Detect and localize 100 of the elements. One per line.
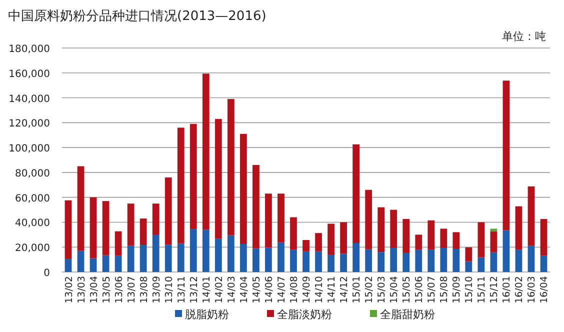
x-tick-label: 13/09	[151, 276, 162, 304]
bar	[415, 234, 422, 250]
x-tick-label: 14/07	[276, 276, 288, 304]
x-tick-label: 15/05	[402, 276, 413, 304]
bar	[140, 218, 147, 245]
x-tick-label: 14/03	[226, 276, 238, 304]
bar	[127, 204, 134, 246]
bar	[90, 258, 97, 272]
title: 中国原料奶粉分品种进口情况(2013—2016)	[8, 9, 266, 24]
legend-item: 脱脂奶粉	[175, 308, 229, 321]
bar	[378, 252, 385, 272]
bar	[428, 250, 435, 272]
y-tick-label: 40,000	[15, 218, 50, 230]
legend-item: 全脂甜奶粉	[370, 308, 435, 321]
bar	[302, 240, 310, 252]
x-tick-label: 13/08	[138, 276, 150, 304]
bar	[164, 244, 172, 272]
bar	[177, 243, 184, 272]
bar	[402, 218, 410, 253]
bar	[528, 246, 535, 272]
bar	[352, 144, 360, 244]
bar	[202, 74, 210, 230]
x-tick-label: 14/12	[339, 276, 350, 304]
bar	[227, 235, 234, 272]
x-tick-label: 14/10	[314, 276, 326, 304]
y-tick-label: 100,000	[8, 144, 50, 155]
x-tick-label: 15/03	[376, 276, 388, 304]
bar	[540, 256, 548, 272]
bar	[227, 99, 234, 236]
x-tick-label: 16/02	[514, 276, 526, 304]
x-tick-label: 15/01	[352, 276, 363, 304]
bar	[127, 246, 134, 272]
legend-label: 全脂淡奶粉	[277, 308, 332, 321]
bar	[440, 228, 448, 248]
bar	[478, 222, 485, 258]
y-tick-label: 60,000	[15, 193, 50, 204]
y-tick-label: 20,000	[15, 243, 50, 254]
y-tick-label: 80,000	[15, 168, 50, 180]
bar	[252, 164, 260, 248]
x-tick-label: 13/05	[101, 276, 112, 304]
bar	[90, 197, 97, 258]
y-tick-label: 160,000	[8, 68, 50, 80]
bar	[378, 207, 385, 252]
bar	[265, 194, 272, 248]
x-tick-label: 14/09	[302, 276, 312, 304]
bar	[340, 222, 347, 254]
y-tick-label: 140,000	[8, 94, 50, 105]
x-tick-label: 16/04	[539, 276, 550, 304]
bar	[490, 252, 498, 272]
bar	[328, 224, 334, 255]
bar	[328, 254, 334, 272]
x-tick-label: 13/07	[126, 276, 138, 304]
bar	[365, 190, 372, 250]
x-tick-label: 14/11	[326, 276, 338, 304]
bar	[315, 251, 322, 272]
bar	[515, 206, 522, 250]
legend-label: 脱脂奶粉	[185, 308, 229, 321]
bar	[240, 244, 247, 272]
bar	[390, 248, 398, 272]
x-tick-label: 15/04	[389, 276, 400, 304]
bar	[278, 242, 284, 272]
text: 单位：吨	[502, 30, 546, 43]
x-tick-label: 13/02	[64, 276, 75, 304]
bar	[152, 235, 160, 272]
y-tick-label: 120,000	[8, 118, 50, 130]
x-tick-label: 14/01	[201, 276, 212, 304]
x-tick-label: 15/02	[364, 276, 376, 304]
bar	[214, 238, 222, 272]
bar	[502, 80, 510, 230]
bar	[114, 256, 122, 272]
bar	[102, 255, 110, 272]
bar	[202, 230, 210, 272]
bar	[402, 252, 410, 272]
bar	[465, 261, 472, 272]
bar	[190, 229, 197, 272]
x-tick-label: 15/09	[452, 276, 463, 304]
bar	[152, 204, 160, 236]
bar	[365, 249, 372, 272]
bar	[64, 200, 72, 260]
x-tick-label: 15/08	[439, 276, 450, 304]
y-tick-label: 0	[44, 268, 50, 279]
bar	[64, 259, 72, 272]
legend-label: 全脂甜奶粉	[380, 308, 435, 321]
x-tick-label: 14/02	[214, 276, 225, 304]
bar	[240, 134, 247, 244]
x-tick-label: 13/04	[88, 276, 100, 304]
bar	[290, 217, 297, 250]
bar	[177, 128, 184, 244]
x-tick-label: 13/10	[164, 276, 175, 304]
bar	[390, 210, 398, 248]
bar	[190, 124, 197, 230]
bar	[214, 118, 222, 239]
bar	[352, 243, 360, 272]
bar	[478, 257, 485, 272]
bar	[428, 220, 435, 250]
x-tick-label: 15/10	[464, 276, 476, 304]
bar	[77, 166, 84, 251]
bar	[502, 230, 510, 272]
x-tick-label: 15/06	[414, 276, 426, 304]
x-tick-label: 15/12	[489, 276, 500, 304]
